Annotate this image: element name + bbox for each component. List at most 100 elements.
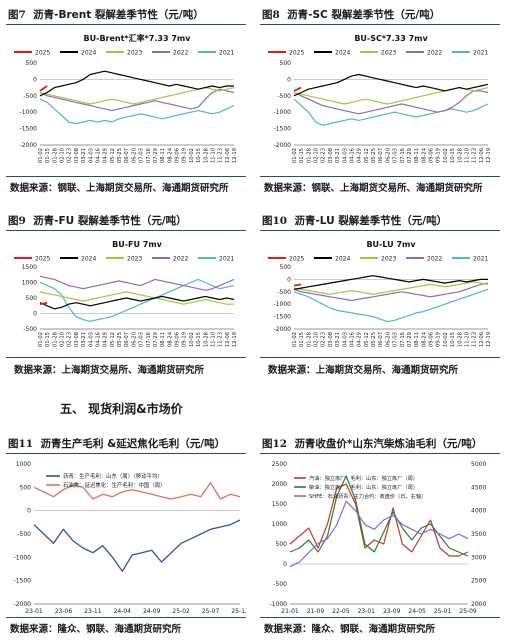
x-tick-label: 23-09 <box>383 608 401 615</box>
figure-10-bottom-rule <box>260 357 500 358</box>
legend-label-2022: 2022 <box>173 256 188 263</box>
series-line-2024 <box>39 70 234 97</box>
x-tick-label: 04-16 <box>349 148 355 163</box>
y-tick-label: 0 <box>287 276 291 283</box>
y-tick-label: -1500 <box>274 314 292 321</box>
legend-label-2023: 2023 <box>127 50 142 57</box>
source-note: 数据来源：上海期货交易所、海通期货研究所 <box>268 365 459 376</box>
x-tick-label: 06-07 <box>124 332 130 347</box>
x-tick-label: 08-24 <box>167 331 173 347</box>
series-line-2022 <box>293 90 489 115</box>
x-tick-label: 01-28 <box>52 148 58 163</box>
x-tick-label: 02-23 <box>67 332 73 347</box>
x-tick-label: 03-08 <box>328 148 334 163</box>
y-tick-label: -500 <box>277 289 291 296</box>
x-tick-label: 02-10 <box>60 148 66 163</box>
x-tick-label: 05-25 <box>117 332 123 347</box>
y-tick-label: 500 <box>280 60 292 67</box>
y-tick-label: 500 <box>26 295 38 302</box>
x-tick-label: 09-19 <box>436 148 442 163</box>
y-tick-label: -1000 <box>274 109 292 116</box>
x-tick-label: 06-20 <box>131 332 137 347</box>
y-tick-label: 1000 <box>272 521 287 528</box>
figure-12-label: 图12 沥青收盘价*山东汽柴炼油毛利（元/吨） <box>262 438 483 450</box>
x-tick-label: 23-06 <box>55 608 73 615</box>
x-tick-label: 07-16 <box>146 332 152 347</box>
chart-title: BU-Brent*汇率*7.33 7mv <box>84 33 192 43</box>
x-tick-label: 10-28 <box>203 148 209 163</box>
x-tick-label: 01-15 <box>45 148 51 163</box>
x-tick-label: 09-06 <box>429 332 435 347</box>
x-tick-label: 07-03 <box>139 148 145 163</box>
y-tick-label: -1000 <box>20 109 38 116</box>
x-tick-label: 11-23 <box>472 148 478 163</box>
x-tick-label: 10-15 <box>196 332 202 347</box>
x-tick-label: 02-10 <box>314 332 320 347</box>
y-tick-label: 0 <box>27 508 31 515</box>
y-tick-label: -500 <box>17 531 31 538</box>
y-right-tick-label: 4000 <box>471 508 486 515</box>
y-tick-label: 1000 <box>22 280 37 287</box>
y-tick-label: -1500 <box>20 126 38 133</box>
x-tick-label: 08-24 <box>421 147 427 163</box>
x-tick-label: 05-25 <box>117 148 123 163</box>
y-tick-label: 500 <box>26 60 38 67</box>
x-tick-label: 04-29 <box>103 148 109 163</box>
x-tick-label: 10-28 <box>203 332 209 347</box>
chart-bu-fu: BU-FU 7mv 2025 2024 2023 2022 2021 1500 1000 500… <box>14 240 238 347</box>
source-note: 数据来源：钢联、上海期货交易所、海通期货研究所 <box>264 183 483 194</box>
y-tick-label: 2000 <box>272 481 287 488</box>
x-tick-label: 03-21 <box>335 332 341 347</box>
x-tick-label: 23-11 <box>84 608 102 615</box>
x-tick-label: 09-06 <box>175 148 181 163</box>
x-tick-label: 05-12 <box>364 148 370 163</box>
x-tick-label: 11-23 <box>472 332 478 347</box>
legend-label-2021: 2021 <box>219 256 234 263</box>
legend-label-2025: 2025 <box>289 50 304 57</box>
legend-label-2023: 2023 <box>381 50 396 57</box>
series-line-2023 <box>293 281 489 295</box>
x-tick-label: 25-02 <box>172 608 190 615</box>
x-tick-label: 02-10 <box>60 332 66 347</box>
series-line-2022 <box>293 282 489 302</box>
figure-9-label: 图9 沥青-FU 裂解差季节性（元/吨） <box>8 215 187 227</box>
figure-11-bottom-rule <box>6 617 246 618</box>
y-tick-label: -1000 <box>270 601 288 608</box>
x-tick-label: 11-10 <box>464 148 470 163</box>
legend-label-2024: 2024 <box>335 50 350 57</box>
series-line-2023 <box>293 86 489 105</box>
x-tick-label: 09-06 <box>429 148 435 163</box>
x-tick-label: 05-25 <box>371 148 377 163</box>
x-tick-label: 07-16 <box>146 148 152 163</box>
series-line-2025 <box>293 283 302 287</box>
y-right-tick-label: 4500 <box>471 484 486 491</box>
x-tick-label: 02-10 <box>314 148 320 163</box>
x-tick-label: 02-23 <box>67 148 73 163</box>
x-tick-label: 05-12 <box>364 332 370 347</box>
y-tick-label: -2000 <box>274 326 292 333</box>
x-tick-label: 01-02 <box>292 148 298 163</box>
x-tick-label: 09-06 <box>175 332 181 347</box>
series-line <box>289 475 469 557</box>
x-tick-label: 24-04 <box>114 608 132 615</box>
legend-label-2025: 2025 <box>35 256 50 263</box>
legend-label: 石油焦：延迟焦化：生产毛利：中国（周） <box>63 481 165 489</box>
source-note: 数据来源：上海期货交易所、海通期货研究所 <box>14 365 205 376</box>
figure-8-bottom-rule <box>260 176 500 177</box>
x-tick-label: 12-06 <box>225 332 231 347</box>
figure-11-rule <box>6 453 246 454</box>
series-line-2021 <box>39 278 235 322</box>
x-tick-label: 04-16 <box>95 332 101 347</box>
legend-label-2023: 2023 <box>381 256 396 263</box>
legend-label: 沥青：生产毛利：山东（周）（移动平均） <box>63 472 163 480</box>
x-tick-label: 10-02 <box>443 148 449 163</box>
x-tick-label: 03-08 <box>328 332 334 347</box>
figure-9-bottom-rule <box>6 357 246 358</box>
legend-label-2021: 2021 <box>473 50 488 57</box>
x-tick-label: 04-29 <box>357 148 363 163</box>
figure-8-rule <box>260 24 500 25</box>
x-tick-label: 01-02 <box>38 148 44 163</box>
x-tick-label: 06-20 <box>385 148 391 163</box>
x-tick-label: 22-05 <box>332 608 350 615</box>
